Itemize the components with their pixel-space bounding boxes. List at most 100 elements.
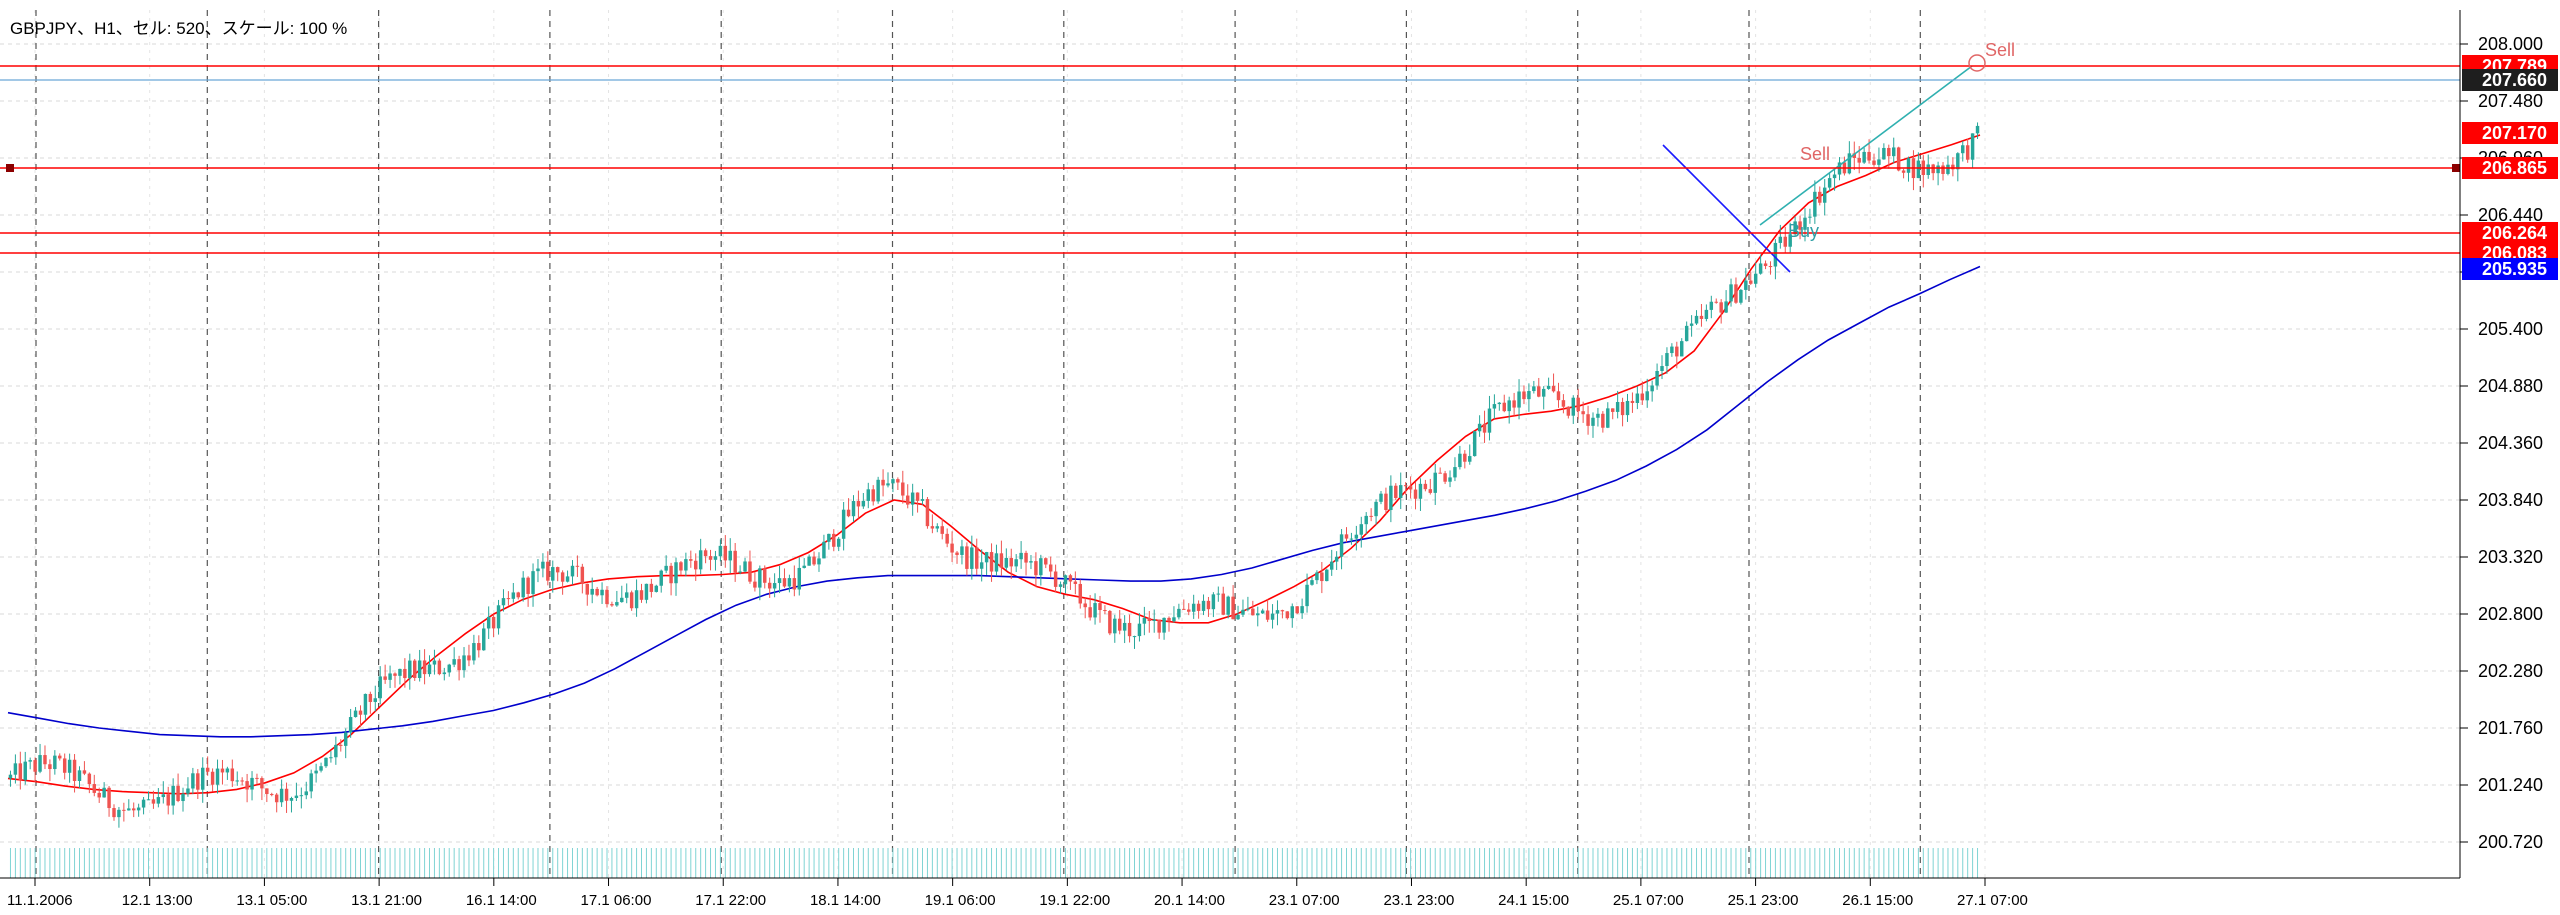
candle-body — [738, 571, 742, 573]
candle-body — [1680, 341, 1684, 357]
candle-body — [639, 590, 644, 600]
candle-body — [1778, 236, 1783, 243]
candle-body — [748, 561, 752, 582]
candle-body — [536, 568, 540, 572]
candle-body — [1847, 153, 1852, 174]
candle-body — [1004, 557, 1009, 568]
candle-body — [684, 559, 688, 571]
candle-body — [1768, 266, 1773, 268]
price-tick-label: 202.800 — [2478, 604, 2543, 624]
candle-body — [48, 764, 52, 770]
candle-body — [1389, 485, 1393, 511]
candle-body — [891, 479, 895, 484]
candle-body — [314, 770, 318, 774]
candle-body — [1275, 610, 1280, 614]
candle-body — [1320, 572, 1324, 582]
candle-body — [772, 583, 777, 589]
candle-body — [33, 760, 37, 772]
candle-body — [127, 808, 131, 811]
candle-body — [1901, 170, 1906, 173]
candle-body — [580, 566, 585, 584]
candle-body — [1359, 524, 1364, 535]
candle-body — [496, 605, 501, 629]
candle-body — [624, 592, 629, 598]
candle-body — [1650, 385, 1654, 392]
candle-body — [1852, 153, 1857, 158]
time-tick-label: 25.1 07:00 — [1613, 892, 1684, 909]
price-tick-label: 203.320 — [2478, 547, 2543, 567]
candle-body — [1374, 501, 1378, 517]
candle-body — [146, 799, 151, 801]
grid-horizontal — [0, 43, 2460, 843]
candle-body — [38, 755, 42, 772]
candle-body — [324, 757, 328, 767]
candle-body — [472, 643, 476, 661]
candle-body — [1620, 401, 1625, 416]
candle-body — [565, 576, 570, 582]
candle-body — [1187, 609, 1191, 612]
candle-body — [67, 759, 72, 773]
candle-body — [1798, 221, 1802, 230]
candle-body — [1246, 608, 1250, 610]
candle-body — [1482, 423, 1487, 433]
candle-body — [279, 788, 284, 803]
price-tick-label: 200.720 — [2478, 832, 2543, 852]
candle-body — [620, 597, 624, 603]
price-tick-label: 204.360 — [2478, 433, 2543, 453]
candle-body — [787, 578, 792, 587]
time-tick-label: 24.1 15:00 — [1498, 892, 1569, 909]
candle-body — [230, 768, 235, 782]
candle-body — [713, 556, 718, 560]
candle-body — [1403, 485, 1408, 487]
candle-body — [1177, 608, 1181, 618]
candle-body — [1818, 191, 1822, 203]
price-tick-label: 206.440 — [2478, 205, 2543, 225]
candle-body — [1556, 391, 1561, 401]
candle-body — [1438, 472, 1442, 474]
candle-body — [950, 543, 954, 553]
candle-body — [457, 659, 461, 671]
candle-body — [1793, 221, 1797, 235]
candle-body — [817, 558, 821, 565]
candle-body — [62, 758, 67, 773]
candle-body — [743, 561, 747, 572]
candle-body — [201, 767, 205, 790]
candle-body — [1532, 386, 1536, 392]
candle-body — [1882, 147, 1886, 160]
candle-body — [186, 788, 190, 794]
time-axis: 11.1.2006 12.1 13:00 13.1 05:00 13.1 21:00 1… — [7, 878, 2028, 909]
level-handle-icon[interactable] — [6, 164, 14, 172]
price-tag — [2462, 222, 2558, 244]
candle-body — [1063, 575, 1068, 585]
candle-body — [491, 616, 496, 629]
candle-body — [1941, 165, 1945, 174]
trendline-down[interactable] — [1662, 144, 1791, 273]
candle-body — [1502, 402, 1506, 412]
candle-body — [1625, 400, 1630, 416]
candle-body — [1561, 400, 1566, 407]
candle-body — [979, 562, 984, 569]
candle-body — [1206, 600, 1211, 610]
candle-body — [1108, 610, 1112, 634]
grid-vertical — [34, 10, 1986, 878]
candle-body — [18, 763, 23, 781]
price-levels — [0, 65, 2460, 254]
candle-body — [955, 552, 959, 555]
candle-body — [1315, 572, 1319, 581]
level-handle-icon[interactable] — [2452, 164, 2460, 172]
trendline-up[interactable] — [1759, 65, 1973, 226]
candle-body — [1827, 178, 1832, 188]
candle-body — [546, 561, 550, 581]
candle-body — [910, 492, 915, 505]
candle-body — [679, 562, 683, 571]
candle-body — [1645, 391, 1649, 401]
candle-body — [1418, 483, 1423, 499]
candle-body — [674, 562, 678, 584]
candle-body — [378, 676, 382, 699]
candle-body — [299, 795, 304, 797]
candle-body — [1615, 401, 1620, 412]
candle-body — [975, 547, 979, 569]
candle-body — [1458, 453, 1462, 468]
time-tick-label: 13.1 05:00 — [236, 892, 307, 909]
candle-body — [1714, 301, 1718, 303]
